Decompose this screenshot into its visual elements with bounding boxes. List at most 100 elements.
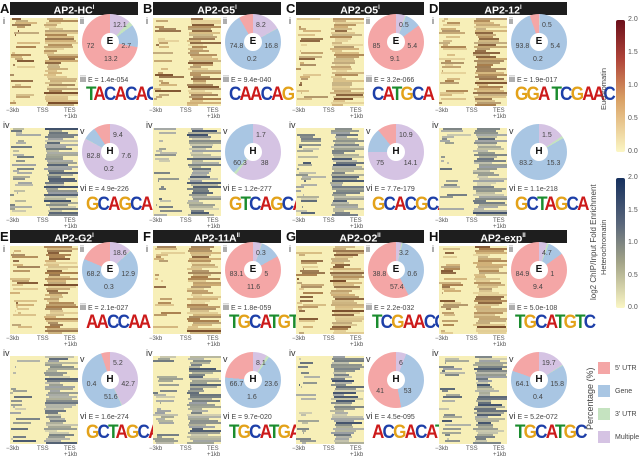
panel-title: AP2-G5I	[153, 2, 281, 17]
panel-letter: E	[0, 229, 9, 244]
donut-value-label: 83.1	[229, 270, 244, 278]
label-i: i	[146, 244, 148, 254]
legend-label: Multiple	[615, 433, 640, 441]
colorbar-tick: 0.0	[628, 304, 638, 311]
euchromatin-donut: E 18.6 12.9 0.3 68.2	[82, 242, 138, 298]
donut-value-label: 0.5	[399, 22, 409, 30]
heterochromatin-motif-logo: GCTAGCA	[515, 194, 589, 215]
panel-f: F AP2-11AII i −3kb TSS TES +1kb ii E 0.3 5 1…	[143, 228, 310, 458]
panel-d: D AP2-12I i −3kb TSS TES +1kb ii E 0.5 5.4 0…	[429, 1, 616, 230]
label-ii: ii	[80, 244, 84, 254]
panel-title: AP2-expII	[439, 230, 567, 245]
donut-value-label: 41	[376, 387, 384, 395]
euchromatin-heatmap	[439, 246, 507, 334]
donut-value-label: 1.5	[542, 132, 552, 140]
panel-g: G AP2-O2II i −3kb TSS TES +1kb ii E 3.2 0.6…	[286, 228, 457, 458]
label-v: v	[509, 126, 514, 136]
legend-swatch	[598, 362, 610, 374]
heterochromatin-colorbar	[616, 178, 625, 308]
donut-value-label: 0.6	[407, 270, 418, 278]
donut-value-label: 15.8	[550, 380, 564, 388]
euchromatin-heatmap	[10, 246, 78, 334]
panel-letter: A	[0, 1, 10, 16]
heterochromatin-evalue: vi E = 1.2e-277	[223, 183, 272, 193]
panel-letter: C	[286, 1, 296, 16]
donut-value-label: 1.6	[247, 394, 257, 401]
donut-value-label: 38	[260, 159, 269, 167]
euchromatin-heatmap	[439, 18, 507, 106]
euchromatin-heatmap	[296, 246, 364, 334]
legend-title: Percentage (%)	[585, 367, 595, 430]
euchromatin-evalue: iii E = 2.2e-032	[366, 302, 415, 312]
donut-value-label: 11.6	[247, 284, 261, 291]
donut-value-label: 8.2	[256, 22, 266, 30]
donut-value-label: 8.1	[256, 360, 266, 368]
donut-value-label: 5.2	[113, 360, 123, 368]
donut-value-label: 38.8	[372, 270, 387, 278]
label-ii: ii	[80, 16, 84, 26]
colorbar-tick: 2.0	[628, 174, 638, 181]
heterochromatin-heatmap	[153, 356, 221, 444]
euchromatin-label: Euchromatin	[599, 67, 608, 110]
heterochromatin-heatmap	[296, 356, 364, 444]
donut-value-label: 0.2	[247, 56, 257, 63]
euchromatin-colorbar	[616, 20, 625, 152]
donut-value-label: 5.4	[407, 42, 418, 50]
label-i: i	[3, 16, 5, 26]
euchromatin-heatmap	[296, 18, 364, 106]
heterochromatin-evalue: vi E = 4.5e-095	[366, 411, 415, 421]
colorbar-tick: 0.5	[628, 115, 638, 122]
donut-value-label: 9.4	[113, 132, 123, 140]
euchromatin-donut: E 12.1 2.7 13.2 72	[82, 14, 138, 70]
euchromatin-donut: E 8.2 16.8 0.2 74.8	[225, 14, 281, 70]
heterochromatin-label: Heterochromatin	[599, 219, 608, 275]
panel-b: B AP2-G5I i −3kb TSS TES +1kb ii E 8.2 16.8…	[143, 0, 305, 230]
panel-letter: H	[429, 229, 439, 244]
label-ii: ii	[509, 244, 513, 254]
legend-item-utr3: 3' UTR	[598, 408, 637, 420]
colorbar-tick: 2.0	[628, 16, 638, 23]
donut-value-label: 64.1	[515, 380, 530, 388]
heterochromatin-donut: H 9.4 7.6 0.2 82.8	[82, 124, 138, 180]
heterochromatin-motif-logo: GCTAGCA	[86, 422, 160, 443]
donut-value-label: 13.2	[104, 56, 118, 63]
heterochromatin-evalue: vi E = 4.9e-226	[80, 183, 129, 193]
heterochromatin-donut: H 1.7 38 60.3	[225, 124, 281, 180]
donut-value-label: 0.3	[104, 284, 114, 291]
euchromatin-motif-logo: GGA TCGAAC	[515, 84, 616, 105]
panel-e: E AP2-G2I i −3kb TSS TES +1kb ii E 18.6 12.…	[0, 228, 160, 458]
heterochromatin-donut: H 6 53 41	[368, 352, 424, 408]
legend-label: Gene	[615, 387, 633, 395]
legend-swatch	[598, 431, 610, 443]
donut-value-label: 82.8	[86, 152, 101, 160]
euchromatin-evalue: iii E = 1.4e-054	[80, 74, 129, 84]
heterochromatin-heatmap	[10, 128, 78, 216]
legend-item-utr5: 5' UTR	[598, 362, 637, 374]
colorbar-tick: 1.5	[628, 49, 638, 56]
panel-letter: G	[286, 229, 297, 244]
panel-title: AP2-HCI	[10, 2, 138, 17]
donut-value-label: 84.9	[515, 270, 530, 278]
label-ii: ii	[366, 244, 370, 254]
donut-value-label: 0.5	[542, 22, 552, 30]
panel-letter: B	[143, 1, 153, 16]
donut-value-label: 15.3	[546, 159, 561, 167]
donut-value-label: 68.2	[86, 270, 101, 278]
panel-letter: F	[143, 229, 151, 244]
donut-value-label: 0.4	[86, 380, 97, 388]
euchromatin-motif-logo: TACACAC	[86, 84, 159, 105]
label-v: v	[223, 126, 228, 136]
euchromatin-evalue: iii E = 2.1e-027	[80, 302, 129, 312]
panel-letter: D	[429, 1, 439, 16]
label-iv: iv	[432, 348, 439, 358]
euchromatin-motif-logo: CATGCA	[372, 84, 435, 105]
legend-item-multiple: Multiple	[598, 431, 639, 443]
donut-value-label: 85	[372, 42, 381, 50]
legend-label: 5' UTR	[615, 364, 637, 372]
heterochromatin-heatmap	[296, 128, 364, 216]
euchromatin-donut: E 0.5 5.4 9.1 85	[368, 14, 424, 70]
label-v: v	[366, 126, 371, 136]
label-v: v	[80, 126, 85, 136]
heterochromatin-motif-logo: TGCATGA	[229, 422, 301, 443]
label-i: i	[432, 16, 434, 26]
